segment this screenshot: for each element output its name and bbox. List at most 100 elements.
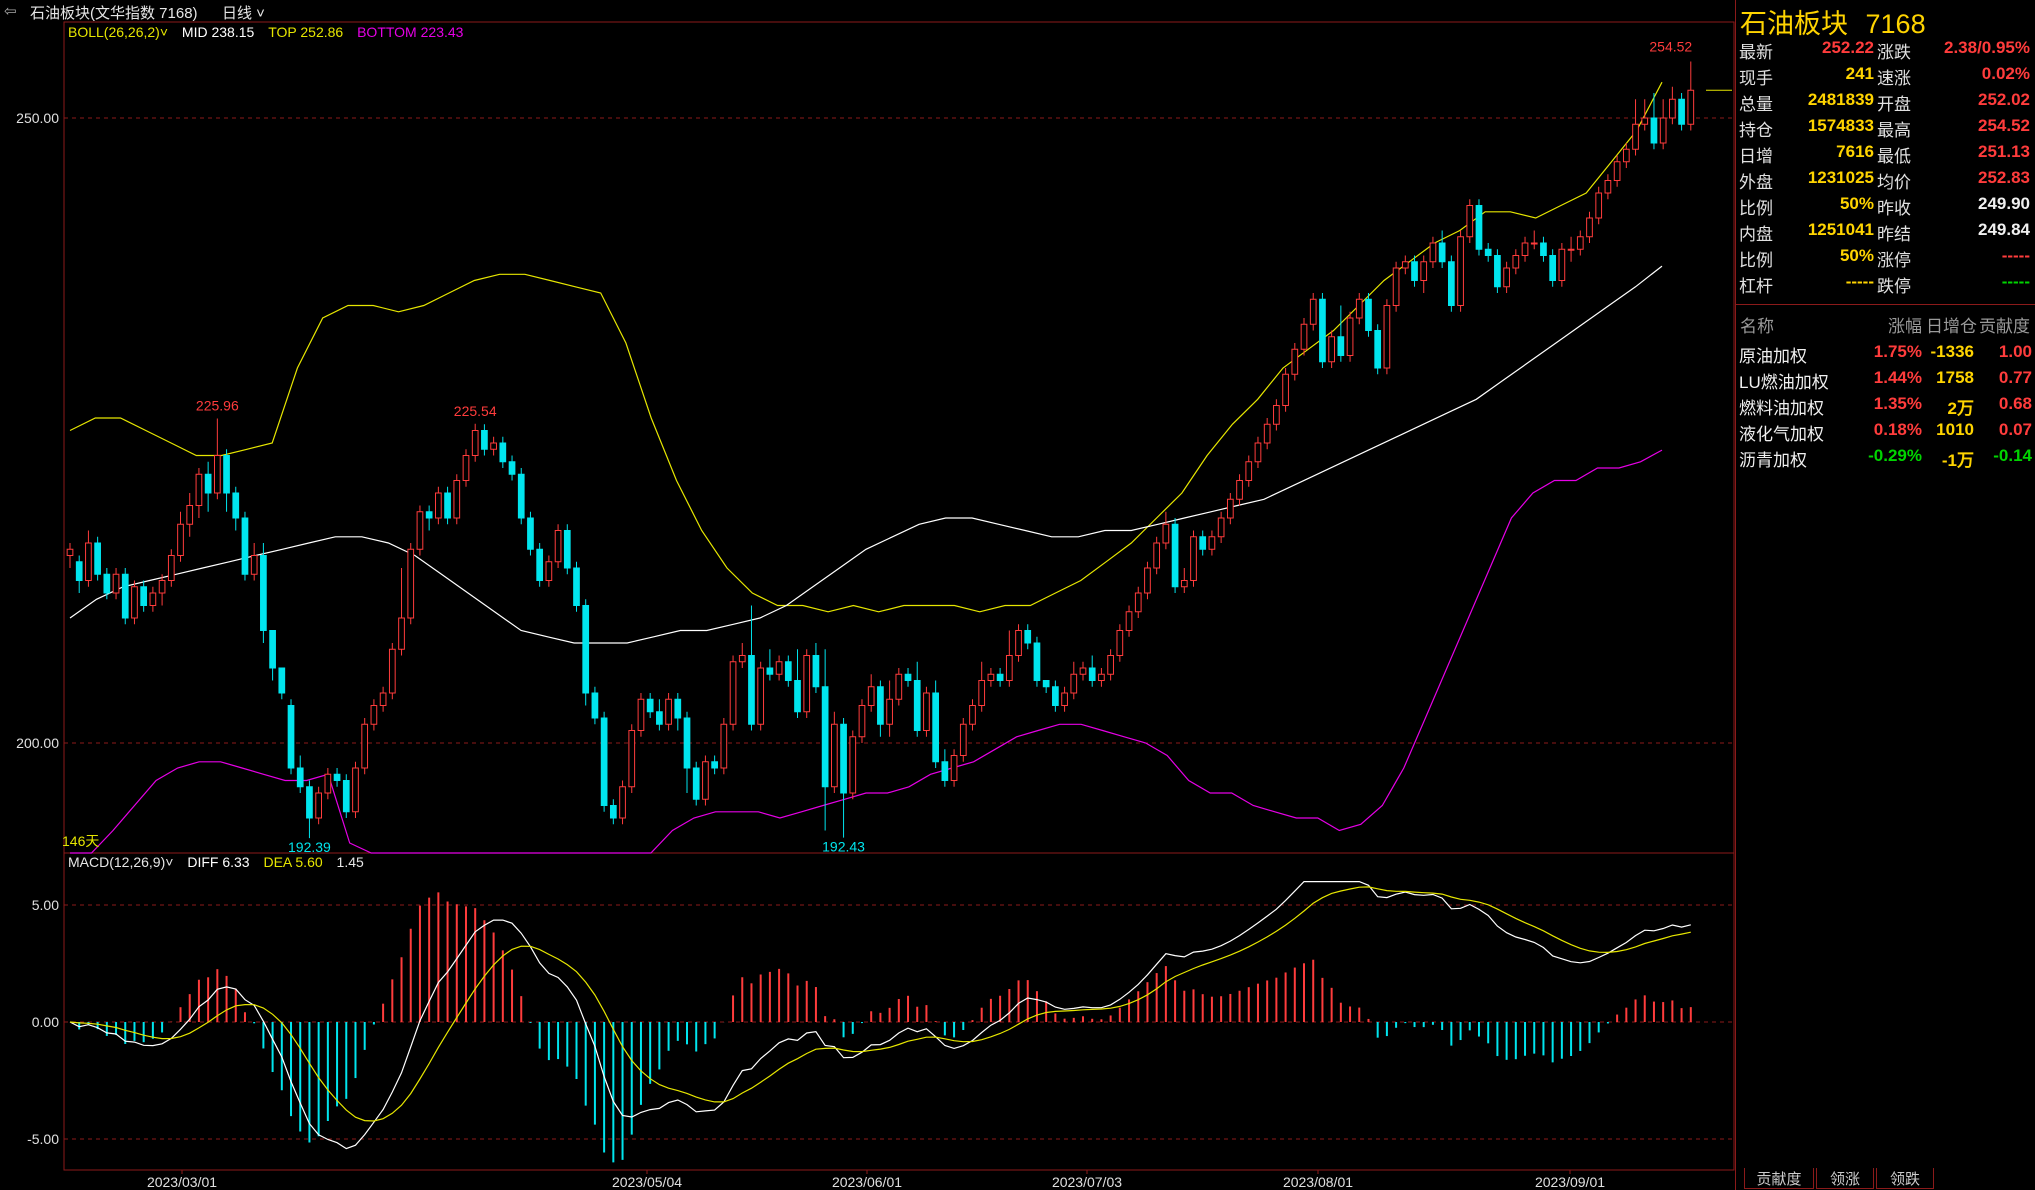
candle-up (1328, 336, 1335, 363)
candle-up (1521, 242, 1529, 256)
candle-up (849, 736, 857, 794)
candle-up (665, 698, 672, 725)
candle-down (333, 773, 341, 781)
candle-down (932, 692, 940, 763)
candle-up (702, 761, 709, 800)
chevron-down-icon[interactable]: ˅ (159, 24, 169, 40)
x-tick-label: 2023/06/01 (832, 1174, 902, 1190)
candle-down (1484, 248, 1492, 256)
component-oi: 1010 (1936, 420, 1974, 439)
component-name: LU燃油加权 (1739, 373, 1829, 392)
candle-up (895, 673, 903, 700)
candle-up (1641, 117, 1649, 125)
col-header-oi[interactable]: 日增仓 (1926, 317, 1977, 336)
component-contrib: 0.07 (1998, 420, 2032, 439)
col-header-contrib[interactable]: 贡献度 (1979, 317, 2030, 336)
candle-up (1263, 423, 1271, 444)
quote-value: ----- (2001, 272, 2030, 291)
panel-title-code: 7168 (1865, 9, 1926, 39)
candle-down (1475, 205, 1483, 250)
quote-value: 249.90 (1978, 194, 2030, 213)
candle-up (1687, 89, 1695, 125)
y-tick-label: 250.00 (16, 110, 59, 126)
candle-up (619, 786, 626, 819)
chart-canvas[interactable]: 250.00 200.00 225.96 225.54 192.39 192.43 254.… (0, 0, 1735, 1190)
candle-up (1245, 461, 1253, 481)
low-annotation: 192.39 (288, 839, 331, 855)
candle-up (435, 492, 442, 519)
candle-up (453, 480, 461, 519)
component-oi: -1万 (1941, 451, 1974, 470)
component-change: 1.35% (1873, 394, 1922, 413)
chevron-down-icon[interactable]: ˅ (165, 854, 174, 870)
macd-diff-label: DIFF (187, 854, 219, 870)
candle-down (609, 805, 617, 819)
candle-up (167, 555, 175, 581)
candle-up (112, 573, 120, 594)
low-annotation: 192.43 (822, 839, 865, 855)
component-name: 液化气加权 (1739, 425, 1824, 444)
candle-up (858, 705, 866, 738)
component-row[interactable]: 原油加权 1.75% -1336 1.00 (1736, 342, 2035, 368)
toggle-icon[interactable]: ⇦ (4, 3, 17, 20)
tab-leading-up[interactable]: 领涨 (1816, 1168, 1874, 1189)
candle-up (775, 661, 783, 675)
quote-key: 均价 (1877, 173, 1911, 192)
quote-key: 比例 (1739, 251, 1773, 270)
component-change: -0.29% (1868, 446, 1922, 465)
component-name: 原油加权 (1739, 347, 1807, 366)
candle-up (1309, 298, 1317, 325)
candle-down (941, 761, 949, 781)
divider (1736, 304, 2035, 305)
period-selector[interactable]: 日线 ˅ (222, 2, 265, 23)
boll-mid-label: MID (181, 24, 208, 40)
boll-title[interactable]: BOLL(26,26,2) (68, 24, 160, 40)
candle-down (877, 686, 884, 725)
quote-value: 2481839 (1807, 90, 1874, 109)
candle-down (840, 723, 847, 794)
candle-up (637, 698, 645, 731)
candle-down (766, 667, 774, 675)
component-row[interactable]: 燃料油加权 1.35% 2万 0.68 (1736, 394, 2035, 420)
boll-bottom-line (70, 449, 1663, 854)
candle-up (1162, 523, 1170, 544)
candle-down (1024, 630, 1032, 644)
macd-title[interactable]: MACD(12,26,9) (68, 854, 166, 870)
component-oi: 2万 (1947, 399, 1974, 418)
candle-down (913, 680, 921, 731)
tab-leading-down[interactable]: 领跌 (1876, 1168, 1934, 1189)
candle-up (1420, 261, 1428, 281)
candle-down (1678, 98, 1685, 125)
candle-up (978, 680, 986, 706)
candle-down (1411, 261, 1418, 281)
candle-up (1107, 655, 1114, 675)
candle-up (1586, 217, 1593, 238)
component-row[interactable]: 沥青加权 -0.29% -1万 -0.14 (1736, 446, 2035, 472)
candle-down (1650, 117, 1658, 144)
candle-down (812, 655, 820, 688)
candle-up (1503, 267, 1510, 288)
candle-down (794, 680, 801, 713)
quote-row: 总量 2481839 开盘 252.02 (1736, 90, 2035, 116)
candle-up (1291, 348, 1299, 375)
candle-up (1226, 498, 1234, 519)
component-row[interactable]: LU燃油加权 1.44% 1758 0.77 (1736, 368, 2035, 394)
macd-hist-value: 1.45 (336, 854, 364, 870)
quote-value: 0.02% (1981, 64, 2030, 83)
candle-up (1512, 255, 1520, 269)
boll-top-line (69, 81, 1663, 613)
col-header-name[interactable]: 名称 (1740, 317, 1774, 336)
tab-contribution[interactable]: 贡献度 (1744, 1168, 1814, 1189)
quote-key: 日增 (1739, 147, 1773, 166)
quote-value: ----- (1845, 272, 1874, 291)
y-tick-label: 200.00 (16, 735, 59, 751)
component-row[interactable]: 液化气加权 0.18% 1010 0.07 (1736, 420, 2035, 446)
boll-indicator-line: BOLL(26,26,2)˅ MID 238.15 TOP 252.86 BOT… (68, 24, 463, 40)
candle-up (1273, 405, 1280, 425)
candle-up (416, 511, 424, 550)
quote-key: 现手 (1739, 69, 1773, 88)
col-header-change[interactable]: 涨幅 (1888, 317, 1922, 336)
quote-value: 252.02 (1978, 90, 2030, 109)
candle-up (379, 692, 387, 706)
candle-up (398, 617, 405, 650)
